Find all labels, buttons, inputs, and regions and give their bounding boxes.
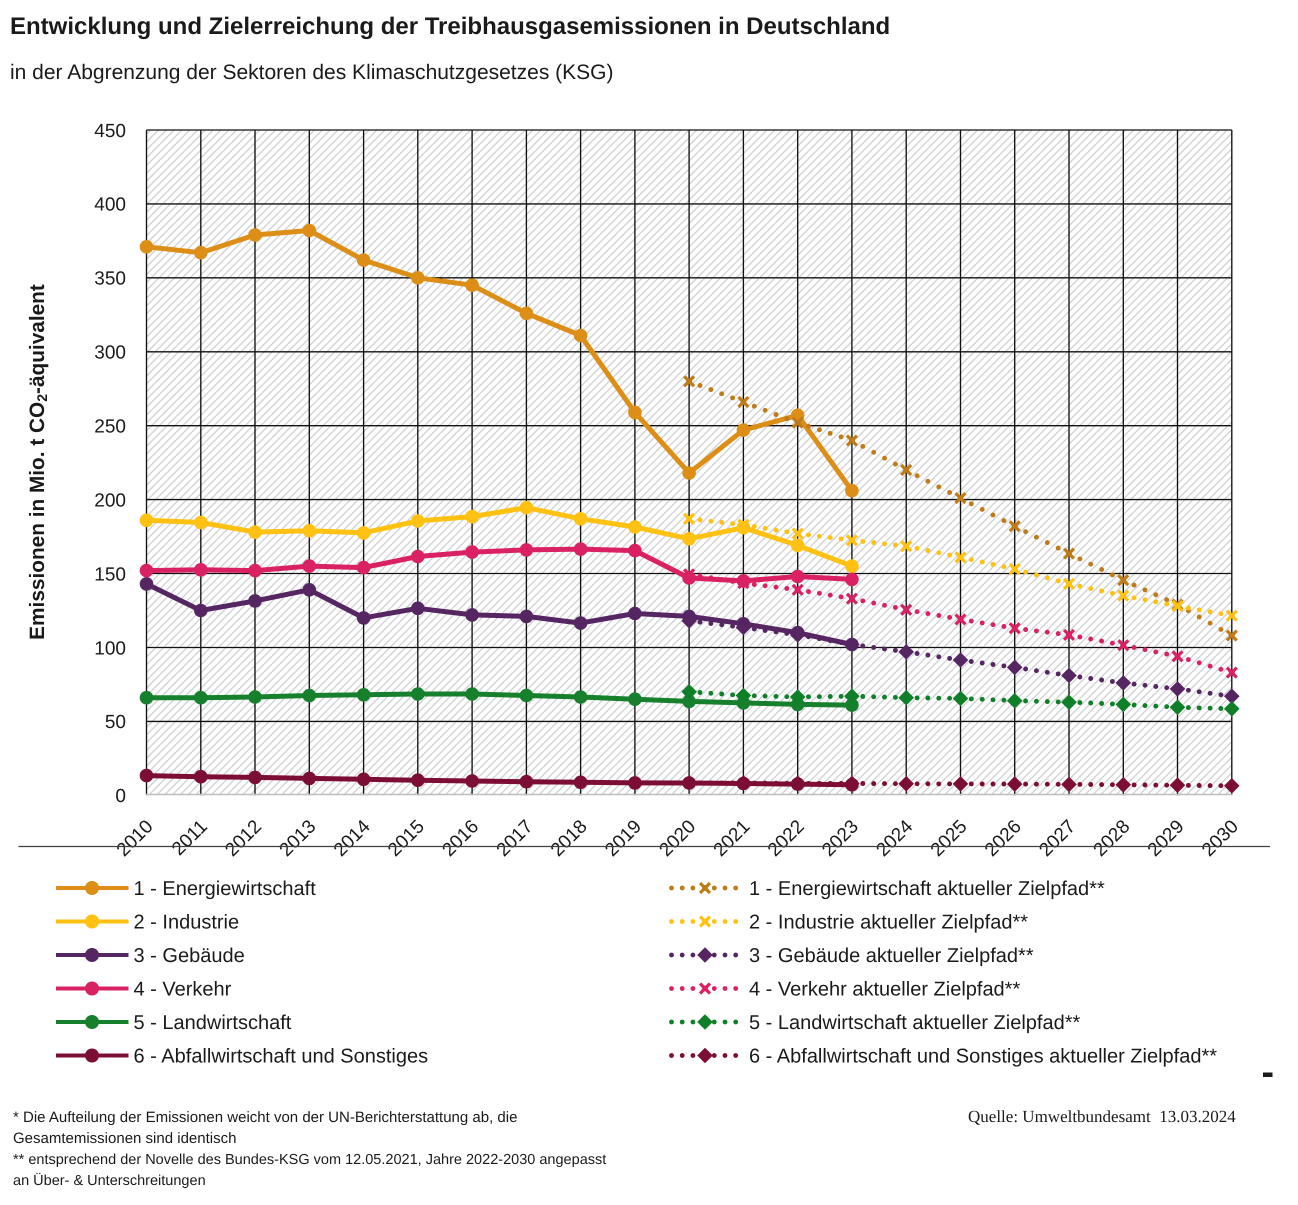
svg-text:300: 300 [94, 343, 126, 364]
svg-text:150: 150 [94, 564, 126, 585]
svg-text:Quelle: Umweltbundesamt 13.03: Quelle: Umweltbundesamt 13.03.2024 [968, 1107, 1236, 1126]
svg-text:400: 400 [94, 195, 126, 216]
svg-text:350: 350 [94, 269, 126, 290]
svg-text:50: 50 [105, 712, 126, 733]
svg-text:5 - Landwirtschaft aktueller Z: 5 - Landwirtschaft aktueller Zielpfad** [749, 1012, 1080, 1034]
svg-text:100: 100 [94, 638, 126, 659]
svg-text:Entwicklung und Zielerreichung: Entwicklung und Zielerreichung der Treib… [10, 13, 890, 40]
svg-text:200: 200 [94, 490, 126, 511]
svg-text:4 - Verkehr: 4 - Verkehr [134, 979, 232, 1001]
svg-text:1 - Energiewirtschaft: 1 - Energiewirtschaft [134, 878, 317, 900]
svg-text:Gesamtemissionen sind identisc: Gesamtemissionen sind identisch [13, 1130, 236, 1147]
svg-text:4 - Verkehr aktueller Zielpfad: 4 - Verkehr aktueller Zielpfad** [749, 979, 1020, 1001]
svg-text:2 - Industrie aktueller Zielpf: 2 - Industrie aktueller Zielpfad** [749, 912, 1028, 934]
svg-text:* Die Aufteilung der Emissione: * Die Aufteilung der Emissionen weicht v… [13, 1109, 517, 1126]
svg-text:3 - Gebäude: 3 - Gebäude [134, 945, 245, 967]
svg-text:0: 0 [115, 786, 126, 807]
svg-text:6 - Abfallwirtschaft und Sonst: 6 - Abfallwirtschaft und Sonstiges [134, 1046, 429, 1068]
svg-text:450: 450 [94, 121, 126, 142]
svg-text:Emissionen in Mio. t CO2-äquiv: Emissionen in Mio. t CO2-äquivalent [26, 284, 50, 640]
svg-text:3 - Gebäude aktueller Zielpfad: 3 - Gebäude aktueller Zielpfad** [749, 945, 1034, 967]
svg-text:** entsprechend der Novelle de: ** entsprechend der Novelle des Bundes-K… [13, 1152, 606, 1168]
svg-text:2 - Industrie: 2 - Industrie [134, 912, 240, 934]
svg-text:an Über- & Unterschreitungen: an Über- & Unterschreitungen [13, 1172, 206, 1189]
svg-text:250: 250 [94, 417, 126, 438]
svg-text:1 - Energiewirtschaft aktuelle: 1 - Energiewirtschaft aktueller Zielpfad… [749, 878, 1105, 900]
svg-text:6 - Abfallwirtschaft und Sonst: 6 - Abfallwirtschaft und Sonstiges aktue… [749, 1046, 1217, 1068]
svg-text:in der Abgrenzung der Sektoren: in der Abgrenzung der Sektoren des Klima… [10, 61, 613, 84]
svg-text:5 - Landwirtschaft: 5 - Landwirtschaft [134, 1012, 292, 1034]
